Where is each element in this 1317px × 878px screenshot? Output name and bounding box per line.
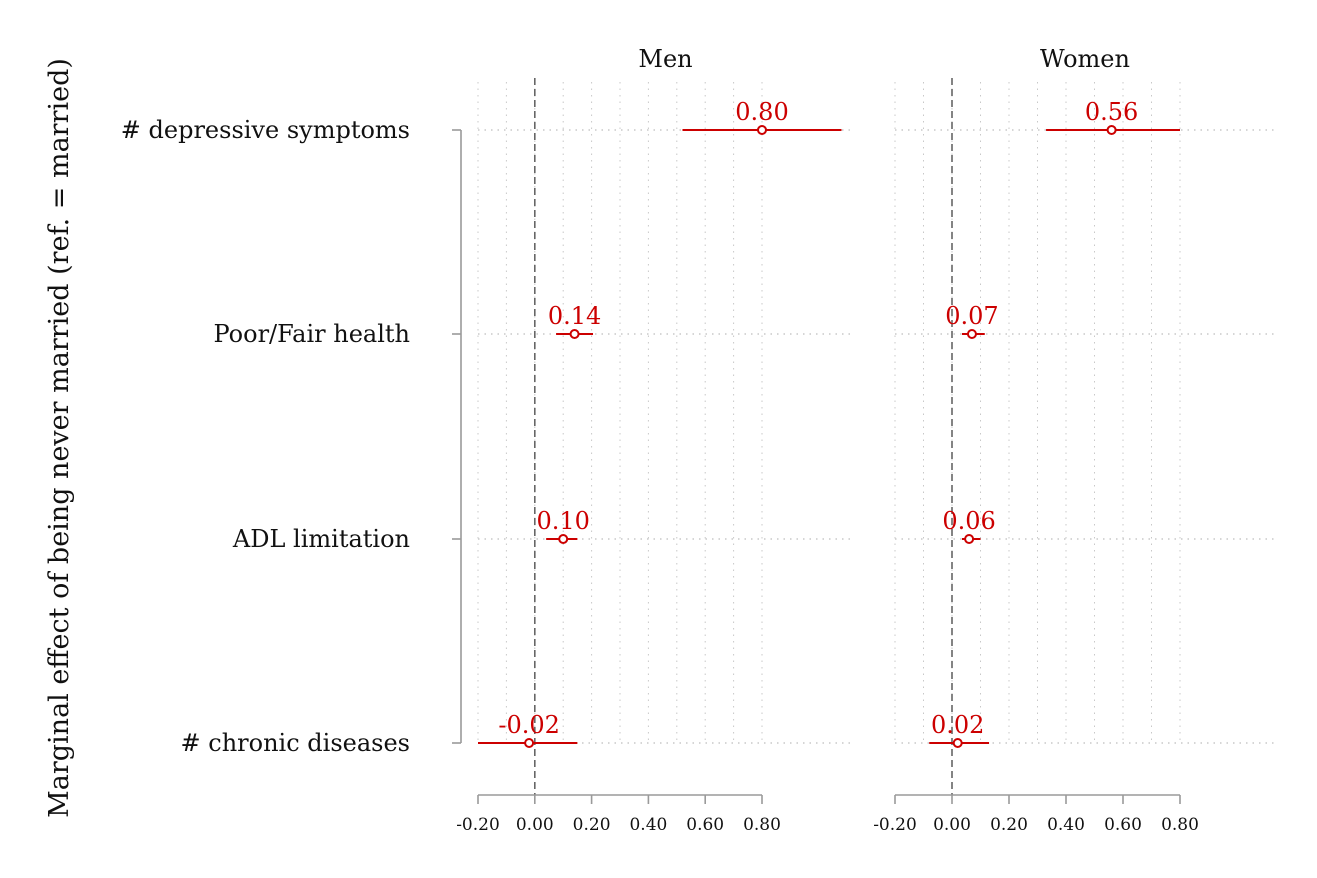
panel-women: Women -0.20 0.00 0.20 0.40 0.60 0.80 0.56 0.07 0.… (873, 45, 1275, 835)
category-label: # chronic diseases (181, 729, 410, 757)
x-tick-label: 0.60 (1104, 815, 1142, 835)
data-label: 0.10 (536, 507, 589, 535)
point-estimate (964, 534, 975, 544)
x-tick-label: 0.40 (629, 815, 667, 835)
point-estimate (569, 329, 580, 339)
point-estimate (524, 738, 535, 748)
x-tick-label: 0.60 (686, 815, 724, 835)
data-label: 0.56 (1085, 98, 1138, 126)
panel-title: Men (638, 45, 692, 73)
data-label: 0.02 (931, 711, 984, 739)
point-estimate (558, 534, 569, 544)
panels: Men -0.20 0.00 0.20 0.40 0.60 0.80 0.80 0.14 0.10… (456, 45, 1275, 835)
data-label: 0.07 (945, 302, 998, 330)
point-estimate (757, 125, 767, 135)
panel-men: Men -0.20 0.00 0.20 0.40 0.60 0.80 0.80 0.14 0.10… (456, 45, 853, 835)
category-label: Poor/Fair health (214, 320, 411, 348)
category-label: # depressive symptoms (121, 116, 410, 144)
y-axis-label: Marginal effect of being never married (… (44, 58, 75, 818)
data-label: -0.02 (498, 711, 560, 739)
point-estimate (966, 329, 977, 339)
x-tick-label: 0.20 (573, 815, 611, 835)
x-tick-label: 0.00 (933, 815, 971, 835)
data-label: 0.80 (735, 98, 788, 126)
x-tick-label: 0.20 (990, 815, 1028, 835)
category-label: ADL limitation (232, 525, 410, 553)
point-estimate (952, 738, 963, 748)
category-axis: # depressive symptoms Poor/Fair health ADL… (121, 116, 462, 757)
data-label: 0.14 (548, 302, 601, 330)
x-tick-label: 0.80 (1161, 815, 1199, 835)
panel-title: Women (1040, 45, 1130, 73)
x-tick-label: -0.20 (873, 815, 917, 835)
x-tick-label: 0.80 (743, 815, 781, 835)
point-estimate (1106, 125, 1117, 135)
x-tick-label: 0.40 (1047, 815, 1085, 835)
x-tick-label: 0.00 (516, 815, 554, 835)
data-label: 0.06 (942, 507, 995, 535)
x-tick-label: -0.20 (456, 815, 500, 835)
